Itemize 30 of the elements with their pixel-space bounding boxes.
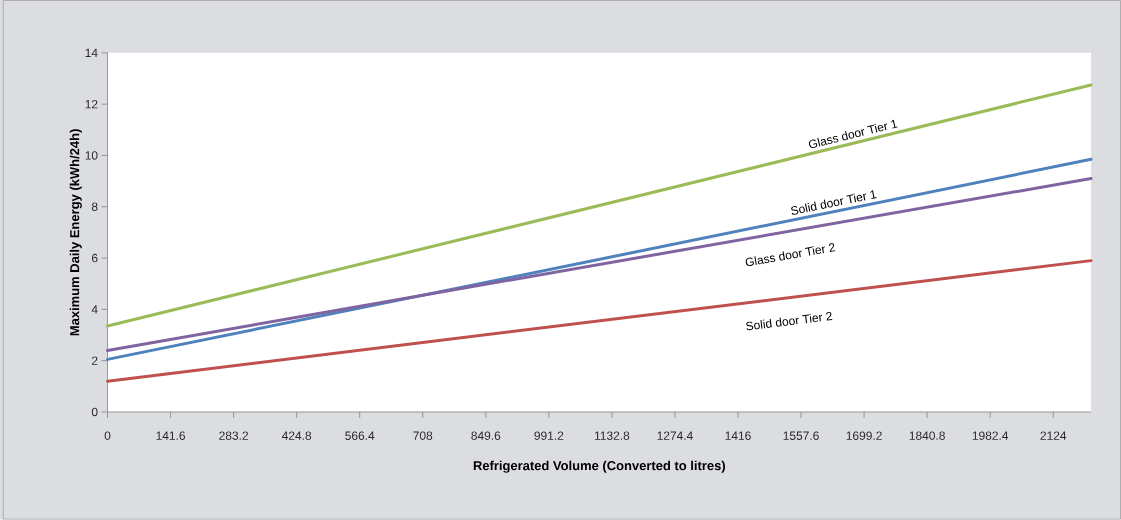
x-tick-label: 708 [413,431,433,441]
x-tick-label: 566.4 [345,431,375,441]
x-tick-label: 1274.4 [657,431,693,440]
x-tick-label: 849.6 [471,431,501,441]
x-tick-label: 141.6 [156,431,185,441]
x-tick-label: 1416 [725,431,751,441]
x-tick-label: 1699.2 [846,431,882,441]
x-tick-label: 1557.6 [783,431,819,441]
x-axis-title: Refrigerated Volume (Converted to litres) [473,460,725,473]
x-tick-label: 424.8 [281,431,312,441]
y-tick-label: 10 [85,151,98,160]
text: Glass door Tier 1 [808,119,898,149]
y-tick-label: 0 [91,407,98,417]
y-tick-label: 2 [91,356,98,365]
y-tick-label: 8 [91,202,98,212]
text: Glass door Tier 2 [745,243,836,267]
text: Solid door Tier 1 [791,190,877,215]
x-tick-label: 1132.8 [594,431,630,441]
x-tick-label: 991.2 [534,431,564,441]
y-tick-label: 4 [91,305,98,314]
y-axis-title: Maximum Daily Energy (kWh/24h) [69,129,82,336]
x-tick-label: 1840.8 [909,431,945,441]
x-tick-label: 1982.4 [972,431,1009,441]
text: Solid door Tier 2 [746,312,833,331]
y-tick-label: 6 [91,253,98,263]
x-tick-label: 2124 [1040,431,1067,440]
y-tick-label: 12 [85,100,98,109]
x-tick-label: 283.2 [219,431,248,441]
y-tick-label: 14 [85,48,98,58]
x-tick-label: 0 [104,431,111,441]
